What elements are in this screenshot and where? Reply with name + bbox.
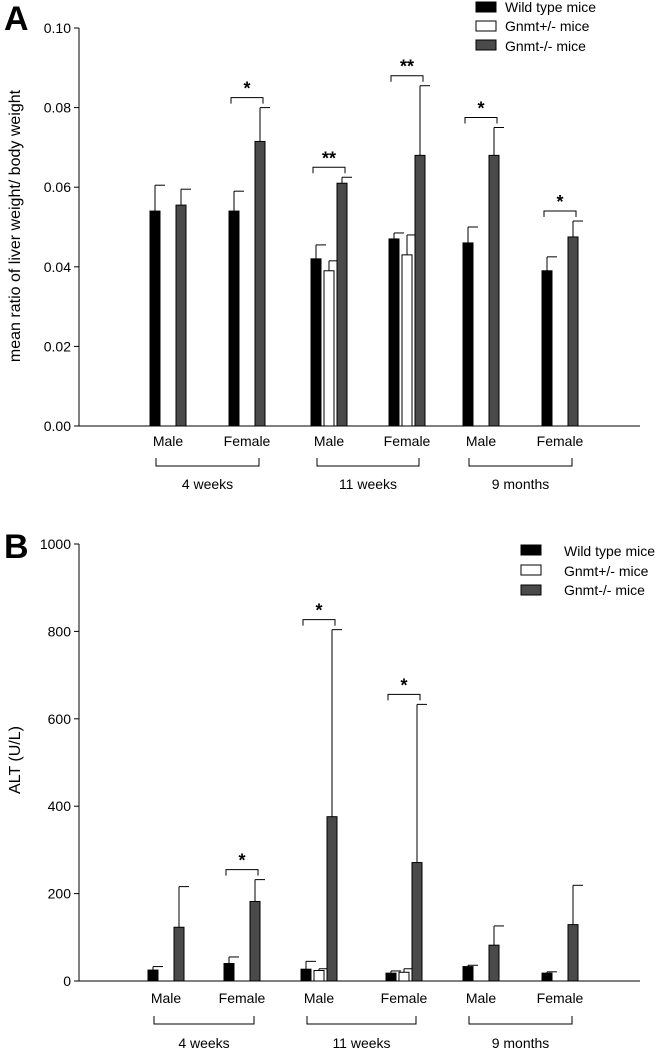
bar-het-b: [313, 970, 325, 982]
significance-bracket-a: [230, 97, 264, 104]
bar-ko-b: [326, 816, 338, 982]
bar-ko-b: [411, 862, 423, 982]
bar-ko-a: [567, 236, 579, 427]
bar-wild-type-b: [300, 968, 312, 982]
category-label-a: Male: [153, 433, 184, 449]
legend-swatch-wild-type-a: [475, 1, 497, 13]
significance-bracket-a: [464, 117, 498, 124]
bar-ko-b: [173, 926, 185, 982]
legend-label-het-b: Gnmt+/- mice: [564, 563, 649, 579]
group-label-b: 11 weeks: [332, 1035, 390, 1051]
category-label-b: Female: [219, 990, 266, 1006]
y-axis-label-b: ALT (U/L): [7, 726, 24, 794]
bar-ko-b: [249, 900, 261, 982]
bar-wild-type-a: [388, 238, 400, 427]
bar-wild-type-a: [462, 242, 474, 427]
bar-het-a: [401, 254, 413, 427]
y-axis-label-a: mean ratio of liver weight/ body weight: [7, 89, 24, 362]
significance-bracket-b: [225, 869, 259, 876]
legend-label-ko-b: Gnmt-/- mice: [564, 582, 645, 598]
legend-swatch-ko-a: [475, 39, 497, 51]
bar-ko-a: [175, 204, 187, 427]
category-label-b: Male: [466, 990, 497, 1006]
y-tick-label-b: 800: [48, 623, 72, 639]
y-tick-label-a: 0.04: [44, 259, 71, 275]
bar-wild-type-b: [223, 963, 235, 982]
y-tick-label-b: 600: [48, 711, 72, 727]
category-label-b: Male: [304, 990, 335, 1006]
significance-marker-a: **: [400, 57, 414, 77]
significance-marker-b: *: [315, 601, 322, 621]
legend-label-wild-type-b: Wild type mice: [564, 543, 655, 559]
bar-ko-a: [488, 154, 500, 427]
legend-label-het-a: Gnmt+/- mice: [505, 18, 590, 34]
y-tick-label-a: 0.02: [44, 338, 71, 354]
category-label-b: Male: [151, 990, 182, 1006]
bar-wild-type-a: [149, 210, 161, 427]
significance-marker-b: *: [238, 851, 245, 871]
panel-letter-b: B: [4, 528, 29, 566]
category-label-b: Female: [537, 990, 584, 1006]
legend-label-ko-a: Gnmt-/- mice: [505, 38, 586, 54]
category-label-a: Female: [224, 433, 271, 449]
legend-swatch-het-a: [475, 20, 497, 32]
legend-swatch-ko-b: [520, 584, 542, 596]
group-bracket-a: [468, 458, 573, 467]
y-tick-label-b: 1000: [40, 536, 71, 552]
category-label-a: Female: [384, 433, 431, 449]
category-label-b: Female: [381, 990, 428, 1006]
y-tick-label-b: 200: [48, 886, 72, 902]
bar-wild-type-a: [228, 210, 240, 427]
bar-wild-type-a: [541, 270, 553, 427]
bar-wild-type-b: [385, 972, 397, 982]
y-tick-label-a: 0.06: [44, 179, 71, 195]
chart-panel-a: 0.000.020.040.060.080.10*******Male Femal…: [44, 20, 640, 492]
panel-letter-a: A: [4, 0, 29, 38]
group-label-a: 4 weeks: [182, 476, 233, 492]
y-tick-label-b: 0: [63, 973, 71, 989]
group-label-a: 9 months: [492, 476, 550, 492]
y-tick-label-a: 0.00: [44, 418, 71, 434]
group-bracket-a: [316, 458, 420, 467]
bar-ko-a: [254, 140, 266, 427]
group-label-b: 4 weeks: [178, 1035, 229, 1051]
category-label-a: Female: [537, 433, 584, 449]
category-label-a: Male: [466, 433, 497, 449]
bar-ko-b: [488, 944, 500, 982]
bar-ko-a: [414, 154, 426, 427]
significance-marker-a: **: [322, 148, 336, 168]
group-bracket-a: [155, 458, 260, 467]
group-bracket-b: [468, 1016, 573, 1025]
significance-marker-a: *: [556, 192, 563, 212]
bar-ko-a: [336, 182, 348, 427]
y-tick-label-b: 400: [48, 798, 72, 814]
group-bracket-b: [153, 1016, 255, 1025]
chart-panel-b: 0 200 400 600 800 1000 * * * Male Female Male Female…: [40, 536, 640, 1051]
bar-wild-type-b: [462, 966, 474, 982]
legend-swatch-wild-type-b: [520, 544, 542, 556]
category-label-a: Male: [314, 433, 345, 449]
group-label-a: 11 weeks: [339, 476, 397, 492]
bar-wild-type-b: [147, 969, 159, 982]
significance-bracket-a: [543, 210, 577, 218]
significance-bracket-a: [312, 166, 346, 174]
significance-bracket-b: [302, 619, 336, 626]
legend-swatch-het-b: [520, 564, 542, 576]
significance-marker-a: *: [477, 99, 484, 119]
y-tick-label-a: 0.10: [44, 20, 71, 36]
bar-wild-type-b: [541, 972, 553, 982]
bar-ko-b: [567, 924, 579, 982]
group-label-b: 9 months: [492, 1035, 550, 1051]
significance-marker-a: *: [243, 79, 250, 99]
bar-wild-type-a: [310, 258, 322, 427]
bar-het-b: [398, 971, 410, 982]
bar-het-a: [323, 270, 335, 427]
significance-bracket-a: [390, 75, 424, 82]
significance-marker-b: *: [400, 675, 407, 695]
y-tick-label-a: 0.08: [44, 100, 71, 116]
group-bracket-b: [306, 1016, 417, 1025]
legend-label-wild-type-a: Wild type mice: [505, 0, 596, 15]
significance-bracket-b: [387, 693, 421, 701]
